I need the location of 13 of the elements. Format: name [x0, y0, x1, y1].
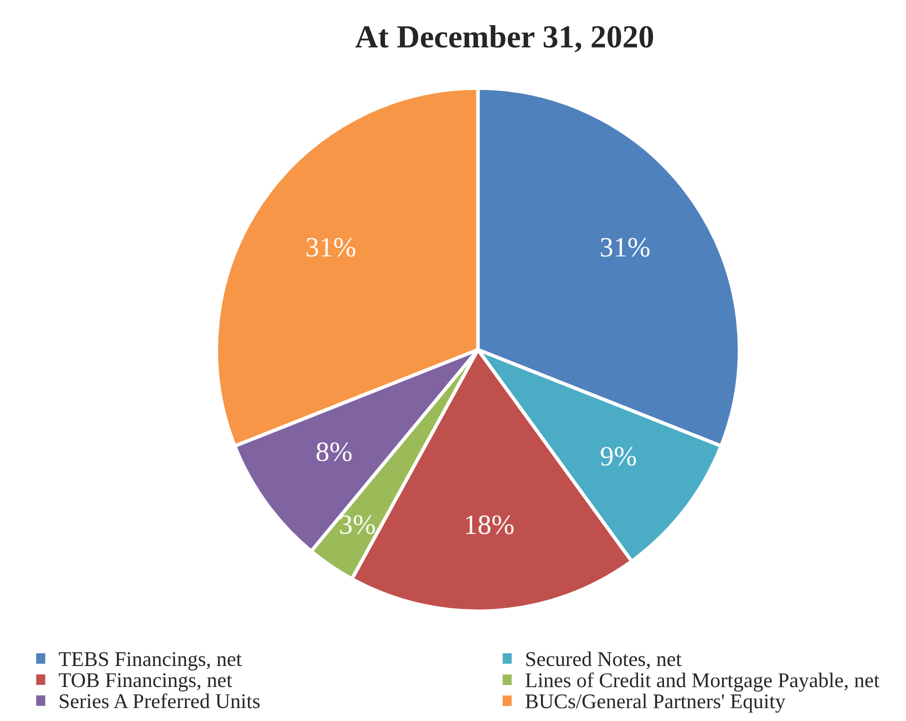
legend-label: Series A Preferred Units: [60, 693, 260, 708]
legend-label: Secured Notes, net: [526, 651, 682, 670]
data-label: 31%: [600, 238, 650, 257]
legend-label: BUCs/General Partners' Equity: [525, 694, 786, 713]
data-label: 3%: [340, 515, 375, 534]
data-label: 9%: [600, 446, 636, 466]
legend-label: TEBS Financings, net: [58, 652, 242, 670]
legend-label: Lines of Credit and Mortgage Payable, net: [525, 672, 880, 692]
legend-label: TOB Financings, net: [58, 673, 232, 692]
chart-title: At December 31, 2020: [355, 25, 654, 52]
data-label: 18%: [466, 515, 514, 534]
data-label: 8%: [316, 442, 352, 462]
data-label: 31%: [306, 238, 356, 257]
